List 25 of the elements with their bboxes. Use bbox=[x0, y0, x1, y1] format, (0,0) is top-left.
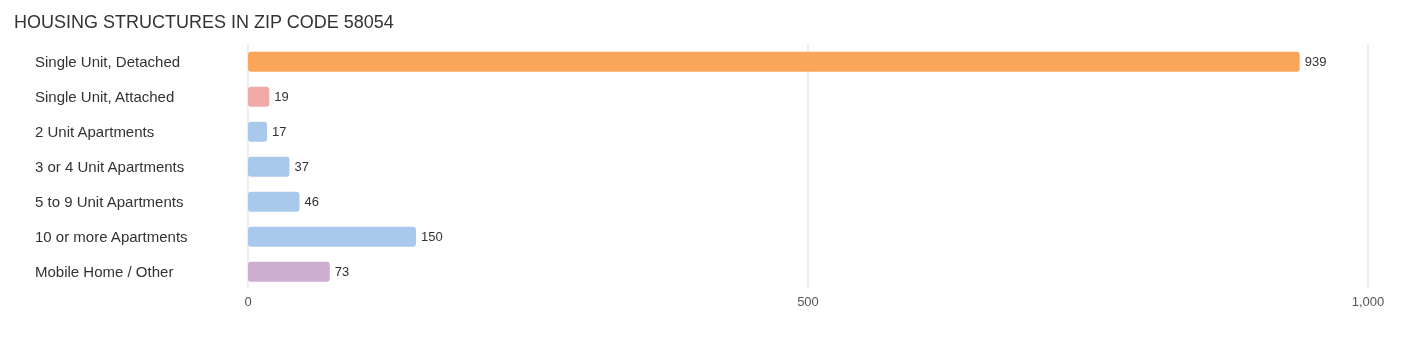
x-tick-label: 500 bbox=[797, 294, 819, 310]
bar bbox=[248, 191, 300, 212]
x-tick-label: 0 bbox=[244, 294, 252, 310]
y-tick-label: 2 Unit Apartments bbox=[35, 122, 155, 140]
x-tick-label: 1,000 bbox=[1351, 294, 1385, 310]
chart-title: HOUSING STRUCTURES IN ZIP CODE 58054 bbox=[13, 11, 395, 34]
y-tick-label: Single Unit, Attached bbox=[35, 87, 175, 105]
y-tick-label: 5 to 9 Unit Apartments bbox=[35, 192, 184, 210]
y-tick-label: Mobile Home / Other bbox=[35, 262, 174, 280]
data-label: 19 bbox=[274, 89, 289, 105]
bar bbox=[248, 261, 330, 282]
y-tick-label: 10 or more Apartments bbox=[35, 227, 188, 245]
data-label: 150 bbox=[421, 229, 443, 245]
data-label: 939 bbox=[1304, 54, 1327, 70]
y-tick-label: Single Unit, Detached bbox=[35, 52, 181, 70]
data-label: 37 bbox=[294, 159, 309, 175]
bar bbox=[248, 51, 1300, 72]
bar bbox=[248, 86, 270, 107]
data-label: 17 bbox=[272, 124, 287, 140]
y-tick-label: 3 or 4 Unit Apartments bbox=[35, 157, 185, 175]
data-label: 46 bbox=[304, 194, 319, 210]
data-label: 73 bbox=[334, 264, 350, 280]
bar bbox=[248, 121, 268, 142]
bar bbox=[248, 156, 290, 177]
bar bbox=[248, 226, 416, 247]
